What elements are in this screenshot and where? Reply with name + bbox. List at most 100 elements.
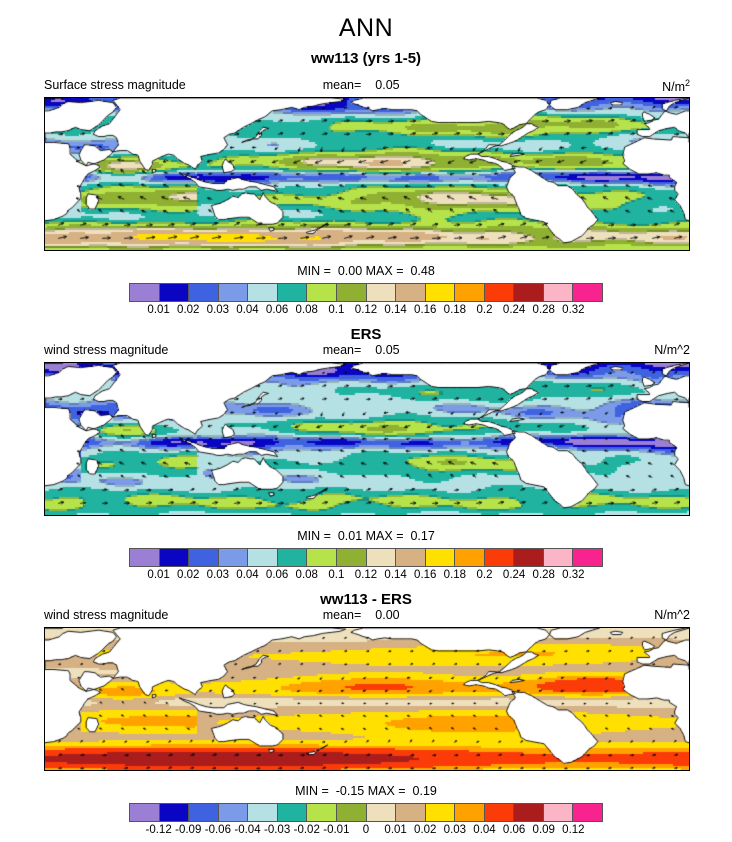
panel-2-map-canvas bbox=[45, 363, 689, 515]
colorbar-cell[interactable] bbox=[396, 549, 426, 566]
panel-1-map[interactable] bbox=[44, 97, 690, 251]
colorbar-tick-label: 0.28 bbox=[532, 569, 555, 581]
colorbar-cell[interactable] bbox=[248, 549, 278, 566]
colorbar-tick-label: 0.04 bbox=[473, 824, 496, 836]
panel-1-mean-label: mean= bbox=[322, 78, 362, 92]
colorbar-tick-label: 0.02 bbox=[414, 824, 437, 836]
colorbar-cell[interactable] bbox=[130, 284, 160, 301]
colorbar-cell[interactable] bbox=[189, 804, 219, 821]
panel-1-map-canvas bbox=[45, 98, 689, 250]
colorbar-cell[interactable] bbox=[573, 284, 602, 301]
colorbar-cell[interactable] bbox=[573, 804, 602, 821]
colorbar-cell[interactable] bbox=[277, 549, 308, 566]
panel-2-colorbar-group: MIN = 0.01 MAX = 0.17 0.01 0.02 0.03 0.04 0.… bbox=[0, 529, 732, 585]
colorbar-cell[interactable] bbox=[484, 804, 515, 821]
panel-2-map[interactable] bbox=[44, 362, 690, 516]
panel-2-mean: mean= 0.05 bbox=[0, 343, 732, 359]
colorbar-tick-label: 0.08 bbox=[295, 569, 318, 581]
panel-3-units: N/m^2 bbox=[654, 608, 690, 622]
colorbar-tick-label: 0.09 bbox=[532, 824, 555, 836]
colorbar-cell[interactable] bbox=[277, 284, 308, 301]
panel-3-map[interactable] bbox=[44, 627, 690, 771]
colorbar-cell[interactable] bbox=[573, 549, 602, 566]
colorbar-cell[interactable] bbox=[307, 284, 337, 301]
colorbar-tick-label: 0.06 bbox=[265, 304, 289, 316]
panel-2-mean-label: mean= bbox=[322, 343, 362, 357]
colorbar-cell[interactable] bbox=[366, 549, 397, 566]
colorbar-cell[interactable] bbox=[543, 804, 574, 821]
panel-3-mean-value: 0.00 bbox=[375, 608, 400, 622]
colorbar-tick-label: 0.32 bbox=[562, 304, 585, 316]
colorbar-cell[interactable] bbox=[189, 284, 219, 301]
colorbar-cell[interactable] bbox=[543, 284, 574, 301]
colorbar-cell[interactable] bbox=[366, 804, 397, 821]
colorbar-cell[interactable] bbox=[514, 284, 544, 301]
colorbar-cell[interactable] bbox=[218, 549, 249, 566]
colorbar-tick-label: 0.02 bbox=[177, 569, 200, 581]
colorbar-tick-label: 0.08 bbox=[295, 304, 318, 316]
panel-1-colorbar[interactable] bbox=[129, 283, 603, 302]
colorbar-cell[interactable] bbox=[218, 804, 249, 821]
colorbar-cell[interactable] bbox=[189, 549, 219, 566]
colorbar-cell[interactable] bbox=[425, 804, 456, 821]
colorbar-cell[interactable] bbox=[159, 549, 190, 566]
colorbar-tick-label: -0.01 bbox=[323, 824, 350, 836]
colorbar-cell[interactable] bbox=[514, 549, 544, 566]
colorbar-tick-label: 0.24 bbox=[502, 304, 526, 316]
colorbar-cell[interactable] bbox=[218, 284, 249, 301]
colorbar-cell[interactable] bbox=[159, 804, 190, 821]
panel-2-title: ERS bbox=[350, 326, 382, 343]
colorbar-cell[interactable] bbox=[514, 804, 544, 821]
panel-1-units-exponent: 2 bbox=[684, 78, 690, 88]
panel-2-mean-value: 0.05 bbox=[375, 343, 400, 357]
colorbar-cell[interactable] bbox=[543, 549, 574, 566]
colorbar-tick-label: 0.06 bbox=[502, 824, 526, 836]
panel-3-colorbar-ticks: -0.12 -0.09 -0.06 -0.04 -0.03 -0.02 -0.01 0 0.01… bbox=[129, 824, 603, 840]
colorbar-cell[interactable] bbox=[484, 549, 515, 566]
colorbar-cell[interactable] bbox=[425, 284, 456, 301]
colorbar-tick-label: -0.06 bbox=[204, 824, 231, 836]
colorbar-tick-label: 0.02 bbox=[177, 304, 200, 316]
colorbar-tick-label: 0.1 bbox=[328, 304, 345, 316]
colorbar-cell[interactable] bbox=[307, 804, 337, 821]
colorbar-tick-label: 0.16 bbox=[414, 569, 437, 581]
colorbar-tick-label: 0.04 bbox=[236, 304, 259, 316]
colorbar-cell[interactable] bbox=[484, 284, 515, 301]
colorbar-cell[interactable] bbox=[396, 804, 426, 821]
colorbar-cell[interactable] bbox=[130, 804, 160, 821]
colorbar-cell[interactable] bbox=[366, 284, 397, 301]
colorbar-tick-label: -0.12 bbox=[145, 824, 172, 836]
colorbar-cell[interactable] bbox=[396, 284, 426, 301]
colorbar-cell[interactable] bbox=[425, 549, 456, 566]
colorbar-cell[interactable] bbox=[248, 284, 278, 301]
main-title: ANN bbox=[338, 14, 394, 42]
colorbar-cell[interactable] bbox=[336, 804, 367, 821]
colorbar-tick-label: 0.01 bbox=[384, 824, 407, 836]
colorbar-cell[interactable] bbox=[130, 549, 160, 566]
panel-2-colorbar-ticks: 0.01 0.02 0.03 0.04 0.06 0.08 0.1 0.12 0.14 0.16 0… bbox=[129, 569, 603, 585]
colorbar-tick-label: -0.09 bbox=[175, 824, 202, 836]
colorbar-tick-label: 0.18 bbox=[443, 304, 467, 316]
colorbar-tick-label: 0.14 bbox=[384, 569, 407, 581]
colorbar-tick-label: 0.03 bbox=[206, 569, 230, 581]
colorbar-tick-label: -0.03 bbox=[264, 824, 291, 836]
panel-1-colorbar-group: MIN = 0.00 MAX = 0.48 0.01 0.02 0.03 0.04 0.… bbox=[0, 264, 732, 320]
colorbar-cell[interactable] bbox=[307, 549, 337, 566]
colorbar-cell[interactable] bbox=[159, 284, 190, 301]
colorbar-tick-label: 0.32 bbox=[562, 569, 585, 581]
colorbar-cell[interactable] bbox=[336, 284, 367, 301]
panel-3-mean-label: mean= bbox=[322, 608, 362, 622]
colorbar-tick-label: 0.03 bbox=[206, 304, 230, 316]
panel-1-mean-value: 0.05 bbox=[375, 78, 400, 92]
panel-2-colorbar[interactable] bbox=[129, 548, 603, 567]
colorbar-cell[interactable] bbox=[455, 804, 485, 821]
panel-3-map-canvas bbox=[45, 628, 689, 770]
colorbar-cell[interactable] bbox=[336, 549, 367, 566]
colorbar-cell[interactable] bbox=[248, 804, 278, 821]
colorbar-cell[interactable] bbox=[455, 549, 485, 566]
panel-3-colorbar[interactable] bbox=[129, 803, 603, 822]
colorbar-tick-label: 0 bbox=[362, 824, 370, 836]
colorbar-tick-label: 0.06 bbox=[265, 569, 289, 581]
colorbar-cell[interactable] bbox=[455, 284, 485, 301]
colorbar-cell[interactable] bbox=[277, 804, 308, 821]
